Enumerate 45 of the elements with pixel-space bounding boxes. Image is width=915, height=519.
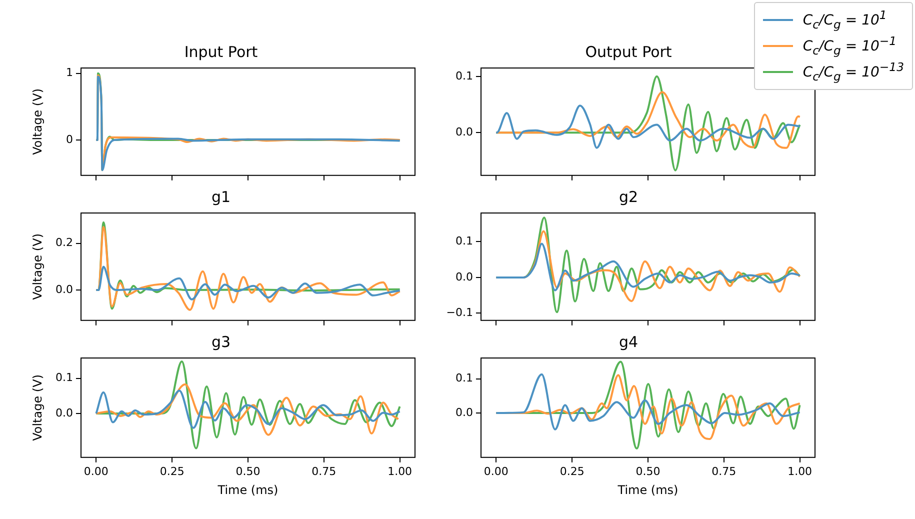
y-tick-label: 0.0 xyxy=(56,282,73,296)
line-series xyxy=(95,383,400,436)
legend-label: C$_{c}$/C$_{g}$ = 10$^{−13}$ xyxy=(802,60,904,84)
chart-title: Output Port xyxy=(585,42,672,61)
x-tick-label: 0.25 xyxy=(560,464,584,478)
y-tick-label: 0.1 xyxy=(456,69,473,82)
y-tick-label: 0.2 xyxy=(56,236,73,250)
y-axis-title: Voltage (V) xyxy=(30,88,44,155)
line-series xyxy=(495,104,801,149)
y-tick-label: −0.1 xyxy=(446,306,473,320)
chart-title: g3 xyxy=(211,332,231,351)
x-tick-label: 0.00 xyxy=(484,464,508,478)
x-tick-label: 0.00 xyxy=(84,464,108,478)
x-tick-label: 0.50 xyxy=(236,464,260,478)
x-tick-label: 1.00 xyxy=(388,464,412,478)
x-tick-label: 0.75 xyxy=(312,464,336,478)
legend-label: C$_{c}$/C$_{g}$ = 10$^{1}$ xyxy=(802,8,887,32)
line-series xyxy=(95,266,401,300)
line-series xyxy=(495,91,801,149)
chart-title: Input Port xyxy=(184,42,258,61)
line-series xyxy=(495,242,801,292)
y-tick-label: 0.0 xyxy=(56,406,73,420)
chart-title: g1 xyxy=(211,188,231,206)
line-series xyxy=(95,390,401,429)
x-tick-label: 0.25 xyxy=(160,464,184,478)
line-series xyxy=(495,373,801,430)
y-tick-label: 0.0 xyxy=(456,270,473,284)
y-tick-label: 0.1 xyxy=(56,371,73,384)
y-tick-label: 1 xyxy=(66,66,73,80)
line-series xyxy=(95,360,401,450)
x-axis-title: Time (ms) xyxy=(616,482,678,497)
chart-title: g4 xyxy=(618,332,638,351)
y-tick-label: 0.1 xyxy=(456,234,473,248)
x-tick-label: 0.75 xyxy=(712,464,736,478)
x-tick-label: 0.50 xyxy=(636,464,660,478)
legend-label: C$_{c}$/C$_{g}$ = 10$^{−1}$ xyxy=(802,34,897,58)
x-tick-label: 1.00 xyxy=(788,464,812,478)
y-tick-label: 0.0 xyxy=(456,126,473,139)
y-tick-label: 0 xyxy=(66,132,73,146)
x-axis-title: Time (ms) xyxy=(216,482,278,497)
y-axis-title: Voltage (V) xyxy=(30,233,44,300)
y-tick-label: 0.1 xyxy=(456,372,473,385)
y-axis-title: Voltage (V) xyxy=(30,374,44,441)
chart-title: g2 xyxy=(618,188,638,206)
y-tick-label: 0.0 xyxy=(456,406,473,419)
